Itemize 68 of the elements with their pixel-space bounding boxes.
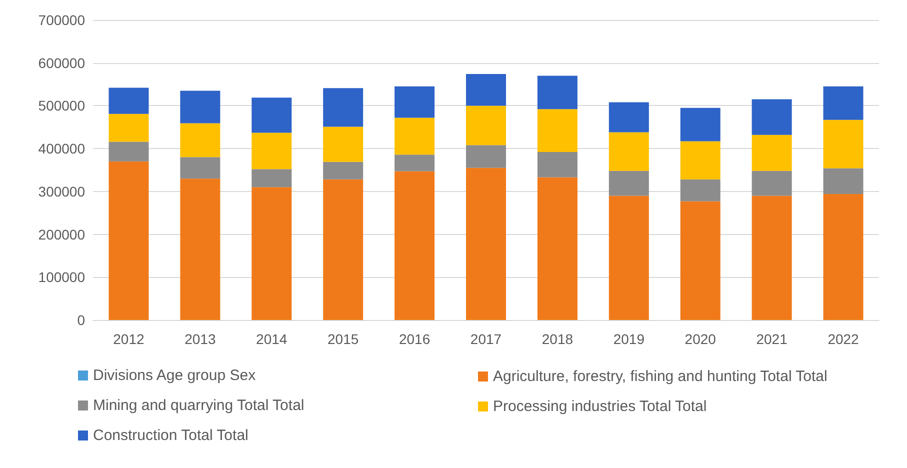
bar — [537, 76, 578, 110]
bar — [823, 168, 864, 194]
y-tick-label: 600000 — [38, 54, 86, 71]
bar — [394, 154, 435, 172]
bar — [180, 123, 220, 158]
bar — [466, 168, 506, 320]
x-tick-label: 2013 — [184, 331, 216, 347]
bar — [608, 170, 649, 196]
y-tick-label: 500000 — [38, 98, 86, 114]
bar — [108, 88, 149, 114]
bar — [180, 157, 220, 179]
x-tick-label: 2022 — [828, 331, 860, 347]
x-tick-label: 2020 — [684, 331, 716, 347]
x-tick-label: 2021 — [756, 331, 788, 347]
bar — [466, 106, 506, 146]
bar — [752, 196, 792, 320]
bar — [252, 98, 292, 133]
bar — [823, 194, 864, 320]
x-tick-label: 2016 — [398, 331, 430, 347]
bar — [180, 178, 220, 320]
y-tick-label: 0 — [77, 312, 86, 328]
bar — [680, 141, 720, 180]
legend-label: Construction Total Total — [93, 427, 248, 444]
bar — [252, 132, 292, 170]
y-tick-label: 700000 — [38, 12, 86, 28]
legend-label: Agriculture, forestry, fishing and hunting Total Total — [493, 368, 828, 385]
bar — [823, 86, 864, 120]
legend-label: Divisions Age group Sex — [93, 367, 256, 384]
bar — [394, 118, 435, 155]
bar — [323, 126, 364, 162]
y-tick-label: 100000 — [38, 269, 86, 286]
x-tick-label: 2018 — [542, 331, 574, 347]
bar — [537, 152, 578, 178]
bar — [823, 120, 864, 168]
y-tick-label: 300000 — [38, 183, 86, 200]
bar — [608, 132, 649, 171]
bar — [180, 90, 220, 124]
bar — [752, 99, 792, 135]
bar — [537, 177, 578, 320]
bar — [537, 109, 578, 152]
bar — [466, 145, 506, 168]
x-tick-label: 2017 — [470, 331, 502, 347]
bar — [466, 74, 506, 106]
bar — [252, 169, 292, 188]
legend-label: Mining and quarrying Total Total — [93, 397, 304, 414]
bar — [108, 142, 149, 162]
bar — [394, 86, 435, 118]
bar — [752, 170, 792, 196]
y-tick-label: 400000 — [38, 140, 86, 157]
x-tick-label: 2014 — [256, 331, 288, 347]
bar — [608, 196, 649, 320]
bar — [394, 171, 435, 320]
bar — [680, 179, 720, 202]
bar — [680, 201, 720, 320]
bar — [108, 161, 149, 320]
bar — [323, 179, 364, 320]
bar — [752, 134, 792, 171]
bar — [252, 187, 292, 320]
y-tick-label: 200000 — [38, 226, 86, 242]
bar — [608, 102, 649, 132]
x-tick-label: 2012 — [113, 331, 145, 347]
bar — [108, 114, 149, 142]
bar — [680, 108, 720, 142]
bar — [323, 162, 364, 180]
x-tick-label: 2015 — [328, 331, 359, 347]
bar — [323, 88, 364, 127]
legend-label: Processing industries Total Total — [493, 398, 707, 415]
x-tick-label: 2019 — [613, 331, 645, 347]
